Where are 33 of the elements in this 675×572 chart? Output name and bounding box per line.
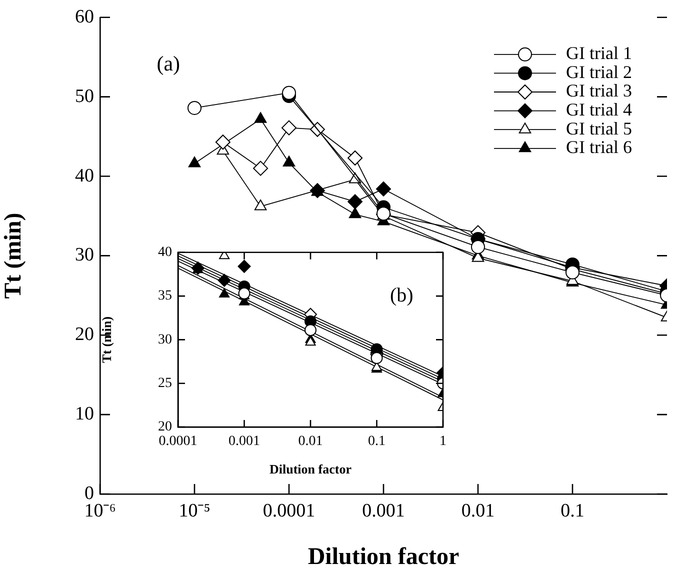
y-tick-label: 40 — [158, 245, 172, 260]
annotation: (a) — [156, 52, 180, 76]
legend-label: GI trial 2 — [566, 62, 632, 82]
y-tick-label: 20 — [158, 420, 172, 435]
x-tick-label: 0.1 — [560, 500, 584, 522]
x-tick-label: 0.0001 — [158, 434, 198, 450]
legend-label: GI trial 4 — [566, 100, 632, 120]
x-tick-label: 0.1 — [368, 434, 386, 450]
x-tick-label: 0.001 — [362, 500, 405, 522]
annotation: (b) — [390, 284, 414, 306]
y-tick-label: 10 — [75, 404, 94, 425]
y-axis-title: Tt (min) — [0, 212, 27, 299]
y-tick-label: 25 — [158, 376, 172, 392]
x-tick-label: 0.001 — [228, 434, 260, 450]
x-axis-title: Dilution factor — [270, 462, 352, 477]
y-tick-label: 20 — [75, 324, 94, 346]
x-axis-title: Dilution factor — [308, 544, 460, 570]
y-tick-label: 35 — [158, 288, 172, 304]
legend-label: GI trial 3 — [566, 80, 632, 101]
x-tick-label: 10⁻⁵ — [178, 500, 210, 522]
x-tick-label: 0.0001 — [262, 500, 316, 522]
y-tick-label: 40 — [75, 165, 94, 186]
x-tick-label: 0.01 — [298, 434, 323, 450]
x-tick-label: 1 — [440, 434, 446, 450]
y-axis-title: Tt (min) — [99, 316, 114, 363]
y-tick-label: 50 — [75, 86, 94, 107]
y-tick-label: 30 — [158, 332, 172, 348]
y-tick-label: 30 — [75, 244, 94, 266]
legend-label: GI trial 5 — [566, 118, 632, 138]
legend-label: GI trial 1 — [566, 43, 632, 64]
x-tick-label: 0.01 — [461, 500, 495, 522]
y-tick-label: 60 — [75, 6, 94, 28]
legend-label: GI trial 6 — [566, 137, 632, 158]
